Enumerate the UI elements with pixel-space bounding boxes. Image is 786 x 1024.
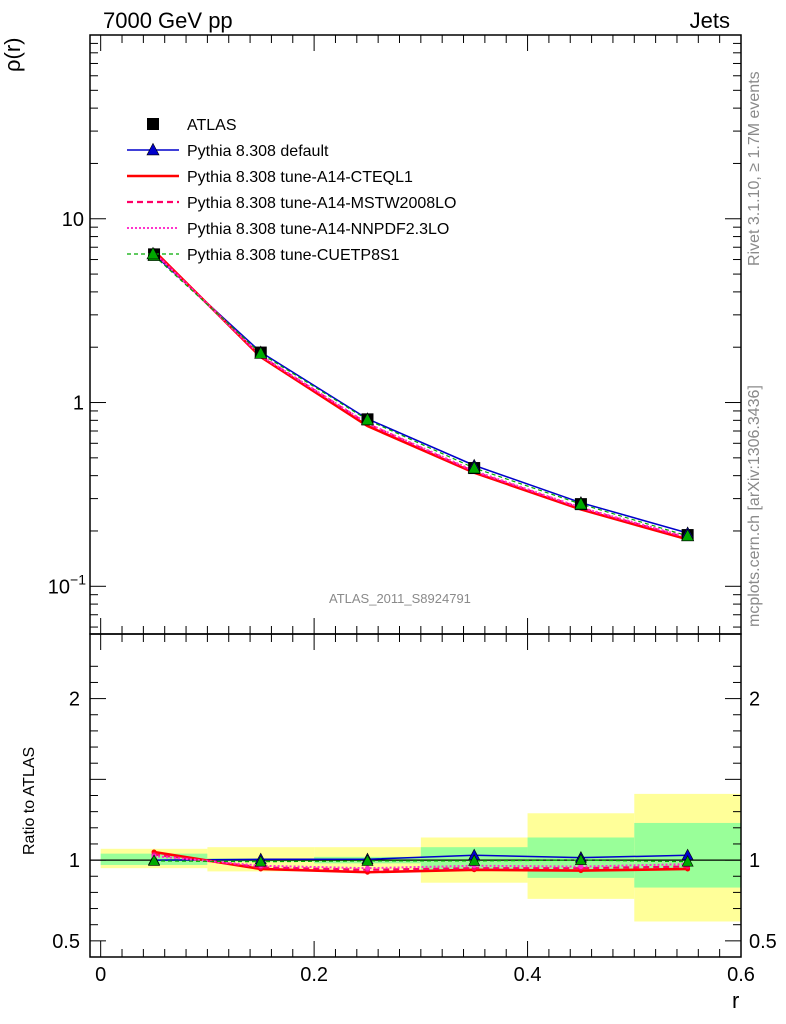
legend: ATLAS Pythia 8.308 default Pythia 8.308 tu…	[127, 117, 456, 264]
legend-marker-cuetp8s1	[146, 246, 160, 260]
main-y-tick-label: 10	[62, 209, 84, 231]
main-line-cteql1	[153, 249, 688, 541]
ratio-marker-cuetp8s1	[681, 855, 694, 867]
main-line-nnpdf	[153, 251, 688, 539]
x-tick-label: 0.2	[300, 964, 328, 986]
ratio-y-tick-label-right: 0.5	[749, 931, 777, 953]
ratio-line-nnpdf	[153, 855, 688, 870]
ratio-y-tick-label-left: 1	[69, 850, 80, 872]
main-marker-cuetp8s1	[574, 496, 588, 510]
series-lines	[153, 249, 688, 874]
main-line-default	[153, 253, 688, 534]
analysis-watermark: ATLAS_2011_S8924791	[329, 591, 471, 606]
header-right-label: Jets	[689, 8, 730, 33]
main-marker-cuetp8s1	[360, 412, 375, 426]
ratio-marker-cuetp8s1	[148, 854, 161, 866]
legend-label-mstw: Pythia 8.308 tune-A14-MSTW2008LO	[187, 195, 456, 212]
x-tick-label: 0	[95, 964, 106, 986]
ratio-line-mstw	[153, 853, 688, 871]
rivet-side-text: Rivet 3.1.10, ≥ 1.7M events	[746, 71, 763, 266]
main-line-mstw	[153, 251, 688, 540]
header-left-label: 7000 GeV pp	[103, 8, 233, 33]
main-y-axis-label: ρ(r)	[0, 37, 25, 73]
ratio-marker-cuetp8s1	[254, 855, 267, 867]
legend-label-cteql1: Pythia 8.308 tune-A14-CTEQL1	[187, 169, 413, 186]
ratio-y-axis-label: Ratio to ATLAS	[21, 746, 38, 855]
main-marker-cuetp8s1	[467, 460, 481, 474]
ratio-y-tick-label-right: 2	[749, 689, 760, 711]
legend-marker-default	[146, 142, 160, 156]
main-y-tick-label: 10−1	[48, 571, 86, 598]
main-marker-cuetp8s1	[254, 346, 268, 359]
legend-label-nnpdf: Pythia 8.308 tune-A14-NNPDF2.3LO	[187, 221, 449, 238]
ratio-marker-nnpdf	[364, 865, 370, 871]
mcplots-side-text: mcplots.cern.ch [arXiv:1306.3436]	[746, 385, 763, 627]
ratio-y-tick-label-left: 2	[69, 689, 80, 711]
ratio-marker-cuetp8s1	[468, 854, 481, 866]
main-line-cuetp8s1	[153, 255, 688, 537]
legend-label-atlas: ATLAS	[187, 117, 237, 134]
x-axis-label: r	[732, 988, 740, 1013]
ratio-marker-cuetp8s1	[361, 854, 374, 866]
ratio-line-default	[154, 854, 688, 861]
ratio-line-cteql1	[153, 850, 688, 874]
legend-label-cuetp8s1: Pythia 8.308 tune-CUETP8S1	[187, 247, 400, 264]
ratio-y-tick-label-left: 0.5	[52, 931, 80, 953]
ratio-y-tick-label-right: 1	[749, 850, 760, 872]
axis-ticks: 10 1 10−1 2 2 1 1 0.5 0.5 0 0.2 0.4 0.6	[48, 34, 777, 986]
ratio-marker-cuetp8s1	[574, 853, 587, 865]
ratio-line-cuetp8s1	[154, 859, 688, 863]
legend-label-default: Pythia 8.308 default	[187, 143, 329, 160]
ratio-marker-nnpdf	[578, 864, 584, 870]
series-markers	[147, 247, 695, 875]
main-marker-cuetp8s1	[681, 528, 695, 542]
legend-swatch-atlas	[147, 118, 159, 130]
main-y-tick-label: 1	[73, 393, 84, 415]
x-tick-label: 0.4	[514, 964, 542, 986]
x-tick-label: 0.6	[727, 964, 755, 986]
